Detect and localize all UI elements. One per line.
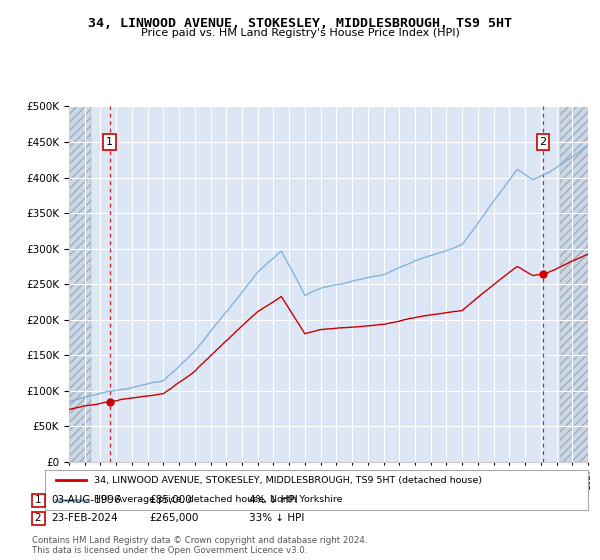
Text: 03-AUG-1996: 03-AUG-1996 <box>51 495 121 505</box>
Text: 33% ↓ HPI: 33% ↓ HPI <box>249 513 304 523</box>
Text: £85,000: £85,000 <box>149 495 192 505</box>
Text: 34, LINWOOD AVENUE, STOKESLEY, MIDDLESBROUGH, TS9 5HT (detached house): 34, LINWOOD AVENUE, STOKESLEY, MIDDLESBR… <box>94 475 482 485</box>
Text: 1: 1 <box>35 495 41 505</box>
Text: HPI: Average price, detached house, North Yorkshire: HPI: Average price, detached house, Nort… <box>94 495 343 505</box>
Text: 34, LINWOOD AVENUE, STOKESLEY, MIDDLESBROUGH, TS9 5HT: 34, LINWOOD AVENUE, STOKESLEY, MIDDLESBR… <box>88 17 512 30</box>
Text: 2: 2 <box>539 137 547 147</box>
Text: 2: 2 <box>35 513 41 523</box>
Text: £265,000: £265,000 <box>149 513 199 523</box>
FancyBboxPatch shape <box>32 511 44 525</box>
Bar <box>69 106 91 462</box>
Bar <box>560 106 588 462</box>
FancyBboxPatch shape <box>32 493 44 506</box>
Text: 1: 1 <box>106 137 113 147</box>
Text: 4% ↓ HPI: 4% ↓ HPI <box>249 495 298 505</box>
Text: 23-FEB-2024: 23-FEB-2024 <box>51 513 118 523</box>
Text: Contains HM Land Registry data © Crown copyright and database right 2024.
This d: Contains HM Land Registry data © Crown c… <box>32 536 367 556</box>
Text: Price paid vs. HM Land Registry's House Price Index (HPI): Price paid vs. HM Land Registry's House … <box>140 28 460 38</box>
